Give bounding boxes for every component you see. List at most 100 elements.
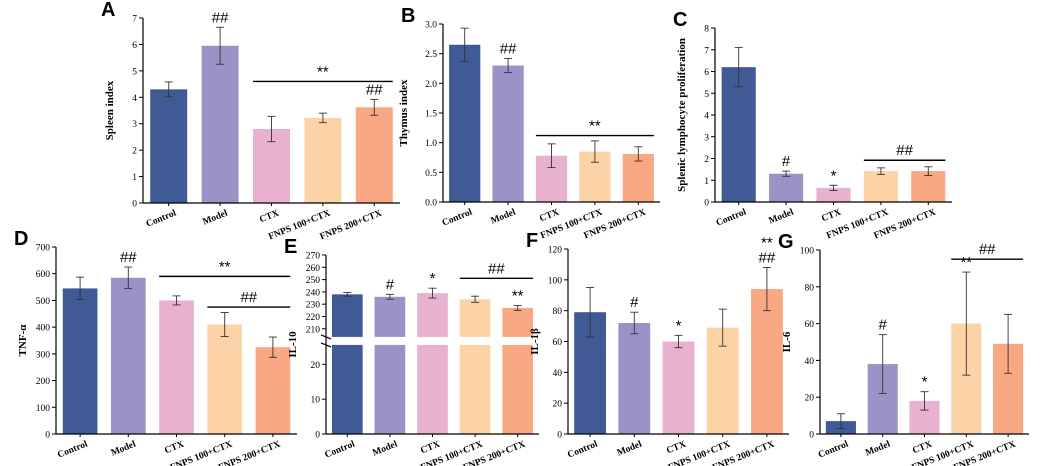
y-tick-label: 6 [132,41,137,51]
significance-mark: ## [212,9,229,26]
y-tick-label: 100 [800,247,815,257]
y-tick-label: 7 [132,15,137,25]
x-tick-label: CTX [163,439,185,456]
x-tick-label: CTX [419,439,441,456]
y-axis-title: Splenic lymphocyte proliferation [676,38,688,192]
significance-mark: ** [960,254,972,271]
y-tick-label: 0 [45,431,50,441]
panel-e: 0 10 20 210 220 230 240 250 260 270 Control Model CT… [284,236,540,466]
significance-mark: ** [512,287,524,304]
y-tick-label: 0 [557,431,562,441]
significance-mark: ## [759,250,776,267]
y-axis-title: IL-1β [529,328,541,355]
bar-d-2 [110,277,146,434]
significance-mark: # [879,317,888,334]
significance-mark: * [676,317,682,334]
significance-mark: ## [120,249,137,266]
y-tick-label: 220 [306,313,321,323]
y-tick-label: 1.5 [425,110,437,120]
y-tick-label: 0.0 [425,199,437,209]
y-tick-label: 2 [704,155,709,165]
bar-e-4 [459,299,491,434]
bar-c-3 [816,187,851,202]
y-tick-label: 1.0 [425,139,437,149]
panel-label: C [673,9,687,31]
panel-label: E [284,236,297,258]
bar-a-1 [150,89,188,203]
bar-e-5 [502,307,534,434]
y-tick-label: 40 [553,369,563,379]
bar-b-5 [622,153,654,202]
x-tick-label: CTX [665,439,687,456]
significance-bracket-label: ** [317,63,329,80]
x-tick-label: Control [817,439,850,460]
y-tick-label: 0.5 [425,169,437,179]
y-tick-label: 20 [553,400,563,410]
bar-d-1 [62,288,98,434]
y-tick-label: 240 [306,288,321,298]
x-tick-label: Model [371,439,399,458]
axis-break-band [327,336,540,345]
bar-f-2 [618,323,651,434]
bar-e-2 [374,296,406,434]
significance-mark: * [831,167,837,184]
y-tick-label: 270 [306,252,321,262]
y-tick-label: 3 [704,133,709,143]
x-tick-label: CTX [538,207,560,224]
panel-label: G [778,231,794,253]
bar-a-4 [304,117,342,203]
significance-mark: # [630,294,639,311]
bar-c-5 [911,171,946,202]
y-tick-label: 20 [311,361,321,371]
y-tick-label: 1 [704,177,709,187]
x-tick-label: CTX [911,439,933,456]
significance-mark: # [386,276,395,293]
significance-mark: # [782,153,791,170]
y-tick-label: 120 [548,246,563,256]
bar-b-1 [449,44,481,203]
y-axis-title: IL-6 [781,331,793,352]
y-tick-label: 3.0 [425,21,437,31]
x-tick-label: Control [566,439,599,460]
y-tick-label: 0 [132,200,137,210]
y-tick-label: 7 [704,46,709,56]
y-tick-label: 4 [132,94,137,104]
y-tick-label: 0 [315,431,320,441]
bar-c-1 [721,67,756,203]
significance-bracket-label: ## [240,289,257,306]
bar-c-2 [769,173,804,202]
significance-mark: ## [500,40,517,57]
bar-d-4 [207,324,243,434]
bar-b-2 [492,65,524,203]
y-tick-label: 8 [704,25,709,35]
y-tick-label: 230 [306,301,321,311]
y-tick-label: 500 [36,297,51,307]
bar-f-5 [750,289,783,434]
x-tick-label: Model [202,208,230,227]
y-tick-label: 80 [805,283,815,293]
y-tick-label: 100 [36,404,51,414]
y-tick-label: 300 [36,350,51,360]
y-axis-title: Spleen index [104,80,116,140]
y-tick-label: 700 [36,244,51,254]
panel-label: D [14,228,28,250]
y-tick-label: 2.5 [425,50,437,60]
y-axis-title: Thymus index [398,79,410,146]
x-tick-label: Model [616,439,644,458]
panel-label: A [101,0,115,21]
x-tick-label: Model [490,207,518,226]
x-tick-label: CTX [820,207,842,224]
y-tick-label: 5 [132,67,137,77]
y-axis-title: IL-10 [287,331,299,358]
y-tick-label: 60 [553,338,563,348]
x-tick-label: Control [715,207,748,228]
y-tick-label: 2 [132,147,137,157]
significance-mark: ** [761,235,773,252]
significance-bracket-label: ## [896,142,913,159]
x-tick-label: Control [441,207,474,228]
bar-f-3 [662,341,695,434]
bar-e-3 [417,293,448,434]
x-tick-label: Model [864,439,892,458]
